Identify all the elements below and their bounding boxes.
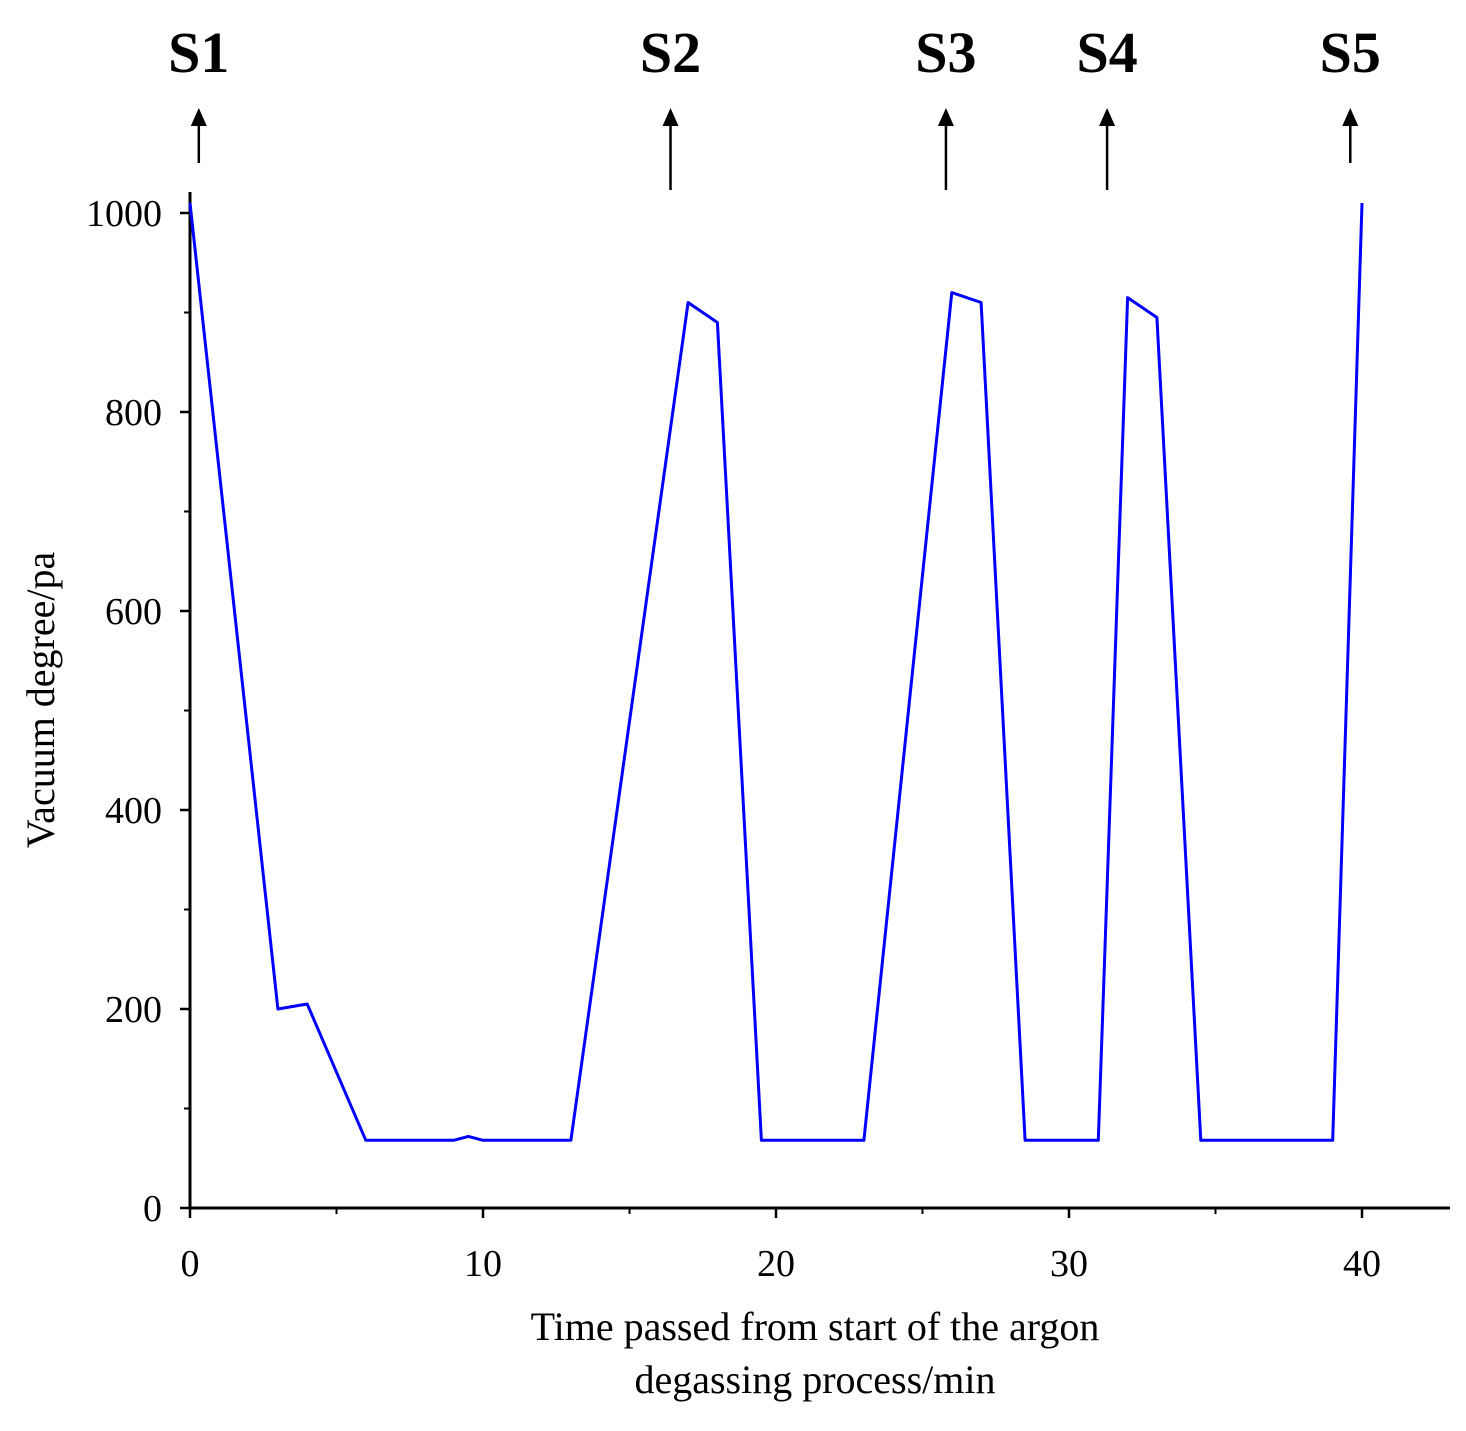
y-tick-label: 1000 — [86, 193, 162, 235]
x-axis-title-line-2: degassing process/min — [634, 1357, 995, 1402]
x-axis-title-line-1: Time passed from start of the argon — [531, 1304, 1100, 1349]
stage-annotations: S1 S2 S3 S4 S5 — [168, 20, 1381, 190]
stage-label: S4 — [1076, 20, 1137, 85]
axis-titles: Time passed from start of the argon dega… — [18, 551, 1099, 1402]
stage-label: S5 — [1320, 20, 1381, 85]
y-tick-label: 200 — [105, 989, 162, 1031]
y-tick-label: 600 — [105, 591, 162, 633]
x-tick-label: 10 — [464, 1243, 502, 1285]
ticks — [180, 211, 1364, 1218]
stage-annotation: S5 — [1320, 20, 1381, 163]
x-tick-label: 0 — [181, 1243, 200, 1285]
x-tick-label: 20 — [757, 1243, 795, 1285]
x-tick-label: 30 — [1050, 1243, 1088, 1285]
series-line — [188, 202, 1364, 1142]
stage-annotation: S4 — [1076, 20, 1138, 190]
arrow-head-icon — [1342, 108, 1359, 126]
y-tick-label: 400 — [105, 790, 162, 832]
arrow-head-icon — [190, 108, 207, 126]
arrow-head-icon — [937, 108, 954, 126]
stage-annotation: S2 — [640, 20, 701, 190]
stage-annotation: S1 — [168, 20, 229, 163]
series-group — [188, 202, 1364, 1142]
arrow-head-icon — [1099, 108, 1116, 126]
x-tick-label: 40 — [1343, 1243, 1381, 1285]
stage-label: S2 — [640, 20, 701, 85]
y-axis-title: Vacuum degree/pa — [18, 551, 63, 848]
y-tick-label: 800 — [105, 392, 162, 434]
stage-label: S3 — [915, 20, 976, 85]
axes — [188, 192, 1450, 1210]
stage-label: S1 — [168, 20, 229, 85]
stage-annotation: S3 — [915, 20, 977, 190]
y-tick-label: 0 — [143, 1188, 162, 1230]
arrow-head-icon — [662, 108, 679, 126]
